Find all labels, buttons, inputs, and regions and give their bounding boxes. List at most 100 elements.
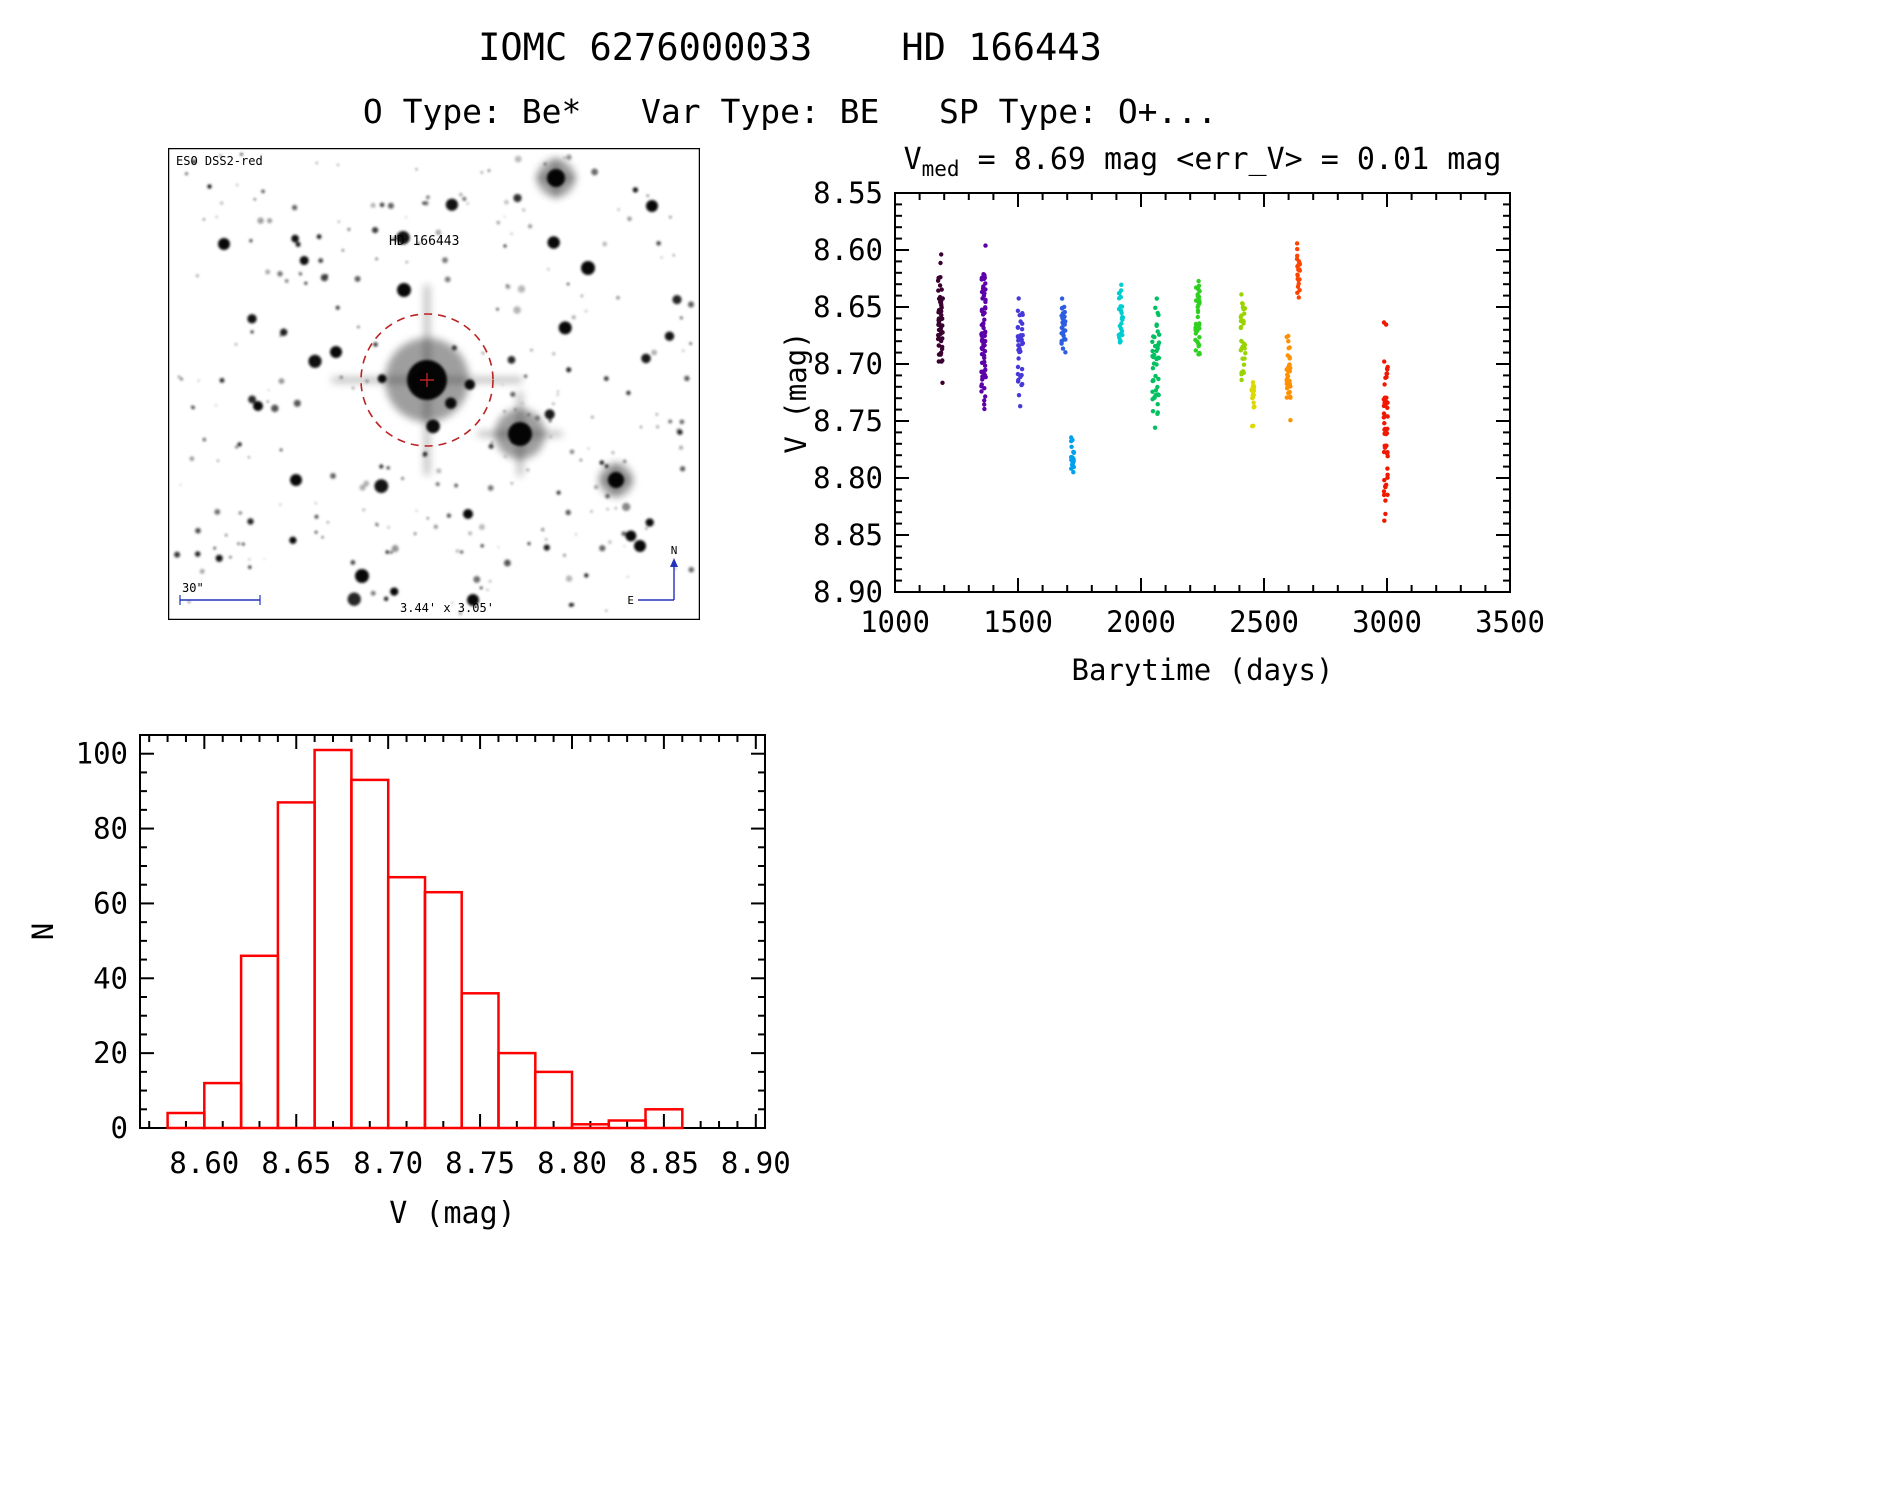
- data-point: [1116, 296, 1122, 301]
- data-point: [1156, 376, 1161, 382]
- star: [522, 208, 526, 212]
- data-point: [1382, 421, 1387, 426]
- data-point: [1385, 451, 1390, 456]
- data-point: [936, 333, 941, 338]
- bright-star: [218, 238, 230, 250]
- data-point: [1239, 370, 1244, 375]
- data-point: [1284, 376, 1290, 382]
- page-subtitle: O Type: Be* Var Type: BE SP Type: O+...: [362, 92, 1218, 131]
- star: [178, 375, 180, 378]
- histogram-axes: 8.60 8.65 8.70 8.75 8.80 8.85 8.90 0 20 40 60 80 100…: [26, 734, 791, 1231]
- star: [236, 183, 239, 186]
- star: [235, 445, 238, 449]
- data-point: [1059, 305, 1065, 311]
- data-point: [1294, 241, 1300, 246]
- star: [579, 459, 582, 462]
- star: [405, 260, 408, 264]
- star: [435, 229, 442, 236]
- star: [238, 511, 242, 515]
- data-point: [1240, 301, 1245, 307]
- star: [341, 249, 344, 252]
- data-point: [1060, 346, 1066, 351]
- data-point: [982, 317, 987, 322]
- lightcurve-xlabel: Barytime (days): [1072, 653, 1334, 687]
- data-point: [982, 374, 988, 380]
- star: [413, 532, 417, 535]
- star: [626, 575, 629, 578]
- histogram-bar: [533, 1070, 574, 1130]
- star: [401, 477, 404, 480]
- star: [215, 554, 223, 562]
- star: [337, 220, 340, 223]
- page-title: IOMC 6276000033 HD 166443: [478, 26, 1102, 69]
- star: [267, 389, 270, 391]
- star: [641, 353, 651, 364]
- star: [314, 502, 317, 505]
- data-point: [1118, 308, 1124, 314]
- data-point: [1060, 311, 1066, 316]
- star: [426, 195, 430, 200]
- bright-star: [508, 422, 532, 446]
- bright-star: [290, 474, 302, 486]
- star: [487, 485, 494, 491]
- data-point: [940, 344, 945, 350]
- star: [504, 200, 509, 205]
- data-point: [1382, 359, 1387, 364]
- data-point: [1153, 373, 1158, 379]
- histogram-bar: [239, 954, 280, 1130]
- star: [513, 193, 522, 203]
- data-point: [1071, 470, 1076, 475]
- x-tick-label: 1500: [983, 605, 1053, 639]
- star: [574, 533, 578, 536]
- data-point: [1155, 346, 1160, 351]
- y-tick-label: 8.60: [813, 233, 883, 267]
- data-point: [1193, 348, 1198, 353]
- star: [527, 542, 531, 546]
- data-point: [1016, 296, 1021, 301]
- star: [505, 284, 508, 287]
- data-point: [1251, 400, 1256, 405]
- star: [225, 534, 228, 537]
- star: [557, 390, 559, 393]
- star: [199, 568, 205, 574]
- data-point: [1069, 435, 1074, 440]
- data-point: [1017, 346, 1022, 351]
- x-tick-label: 3000: [1352, 605, 1422, 639]
- star: [547, 236, 560, 249]
- data-point: [1250, 380, 1256, 385]
- data-point: [1061, 322, 1066, 327]
- star: [646, 194, 649, 197]
- data-point: [1059, 341, 1064, 346]
- star: [510, 232, 513, 235]
- y-tick-label: 8.85: [813, 518, 883, 552]
- data-point: [1020, 341, 1026, 346]
- data-point: [982, 402, 987, 407]
- star: [514, 408, 517, 411]
- data-point: [1119, 282, 1124, 287]
- star: [645, 527, 648, 530]
- star: [510, 482, 513, 485]
- star: [202, 218, 205, 221]
- x-tick-label: 8.85: [629, 1146, 699, 1180]
- star: [543, 544, 550, 551]
- star: [497, 546, 500, 548]
- data-point: [979, 277, 984, 282]
- data-point: [1288, 395, 1293, 400]
- star: [249, 239, 253, 243]
- histogram-ylabel: N: [26, 923, 60, 940]
- data-point: [1295, 253, 1300, 258]
- data-point: [1152, 334, 1157, 340]
- y-tick-label: 8.80: [813, 461, 883, 495]
- data-point: [1296, 267, 1301, 272]
- star: [235, 343, 237, 346]
- star: [513, 306, 521, 314]
- data-point: [982, 359, 987, 365]
- star: [602, 241, 607, 247]
- data-point: [1117, 335, 1122, 340]
- x-tick-label: 8.60: [169, 1146, 239, 1180]
- star: [608, 540, 612, 544]
- star: [387, 202, 394, 209]
- data-point: [1197, 300, 1202, 305]
- star: [599, 460, 605, 465]
- star: [504, 455, 507, 458]
